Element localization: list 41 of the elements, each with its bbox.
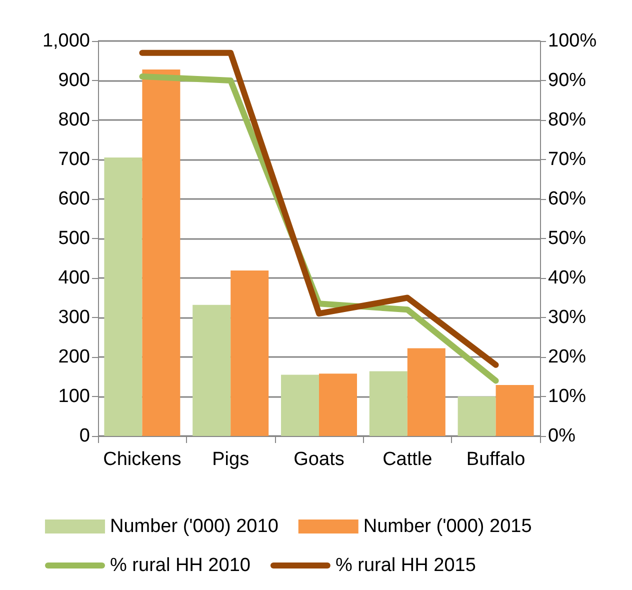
- bar: [369, 371, 408, 436]
- y-tick-label: 500: [58, 228, 90, 249]
- bar: [192, 304, 231, 436]
- x-tick-label: Buffalo: [466, 449, 526, 470]
- bar: [496, 385, 534, 436]
- y-tick-label: 200: [58, 346, 90, 368]
- legend-label: % rural HH 2015: [335, 555, 476, 576]
- bar: [407, 348, 446, 436]
- y2-tick-label: 20%: [548, 346, 586, 368]
- y-tick-label: 100: [58, 386, 90, 407]
- y2-tick-label: 90%: [548, 70, 586, 91]
- y2-tick-label: 10%: [548, 386, 586, 407]
- y-tick-label: 600: [58, 188, 90, 210]
- legend-label: Number ('000) 2015: [363, 516, 532, 537]
- y2-tick-label: 40%: [548, 268, 586, 288]
- x-tick-label: Goats: [294, 449, 344, 470]
- x-tick-label: Pigs: [212, 449, 250, 470]
- y-tick-label: 900: [58, 70, 90, 91]
- bar: [230, 270, 269, 436]
- bar: [104, 158, 142, 436]
- y2-tick-label: 0%: [548, 426, 576, 446]
- y-tick-label: 1,000: [42, 30, 90, 52]
- bar: [281, 374, 319, 436]
- y-tick-label: 700: [58, 149, 90, 170]
- y2-tick-label: 100%: [548, 30, 597, 52]
- bar: [319, 374, 357, 436]
- y-tick-label: 0: [79, 426, 90, 446]
- y2-tick-label: 60%: [548, 188, 586, 210]
- x-tick-label: Cattle: [382, 449, 432, 470]
- bar: [458, 396, 496, 436]
- legend-label: Number ('000) 2010: [110, 516, 278, 537]
- legend-label: % rural HH 2010: [110, 555, 250, 576]
- y-tick-label: 800: [58, 110, 90, 130]
- y2-tick-label: 70%: [548, 149, 586, 170]
- y2-tick-label: 80%: [548, 110, 586, 130]
- x-tick-label: Chickens: [103, 449, 182, 470]
- y2-tick-label: 30%: [548, 307, 586, 328]
- y2-tick-label: 50%: [548, 228, 586, 249]
- y-tick-label: 400: [58, 268, 90, 288]
- y-tick-label: 300: [58, 307, 90, 328]
- bar: [142, 69, 180, 436]
